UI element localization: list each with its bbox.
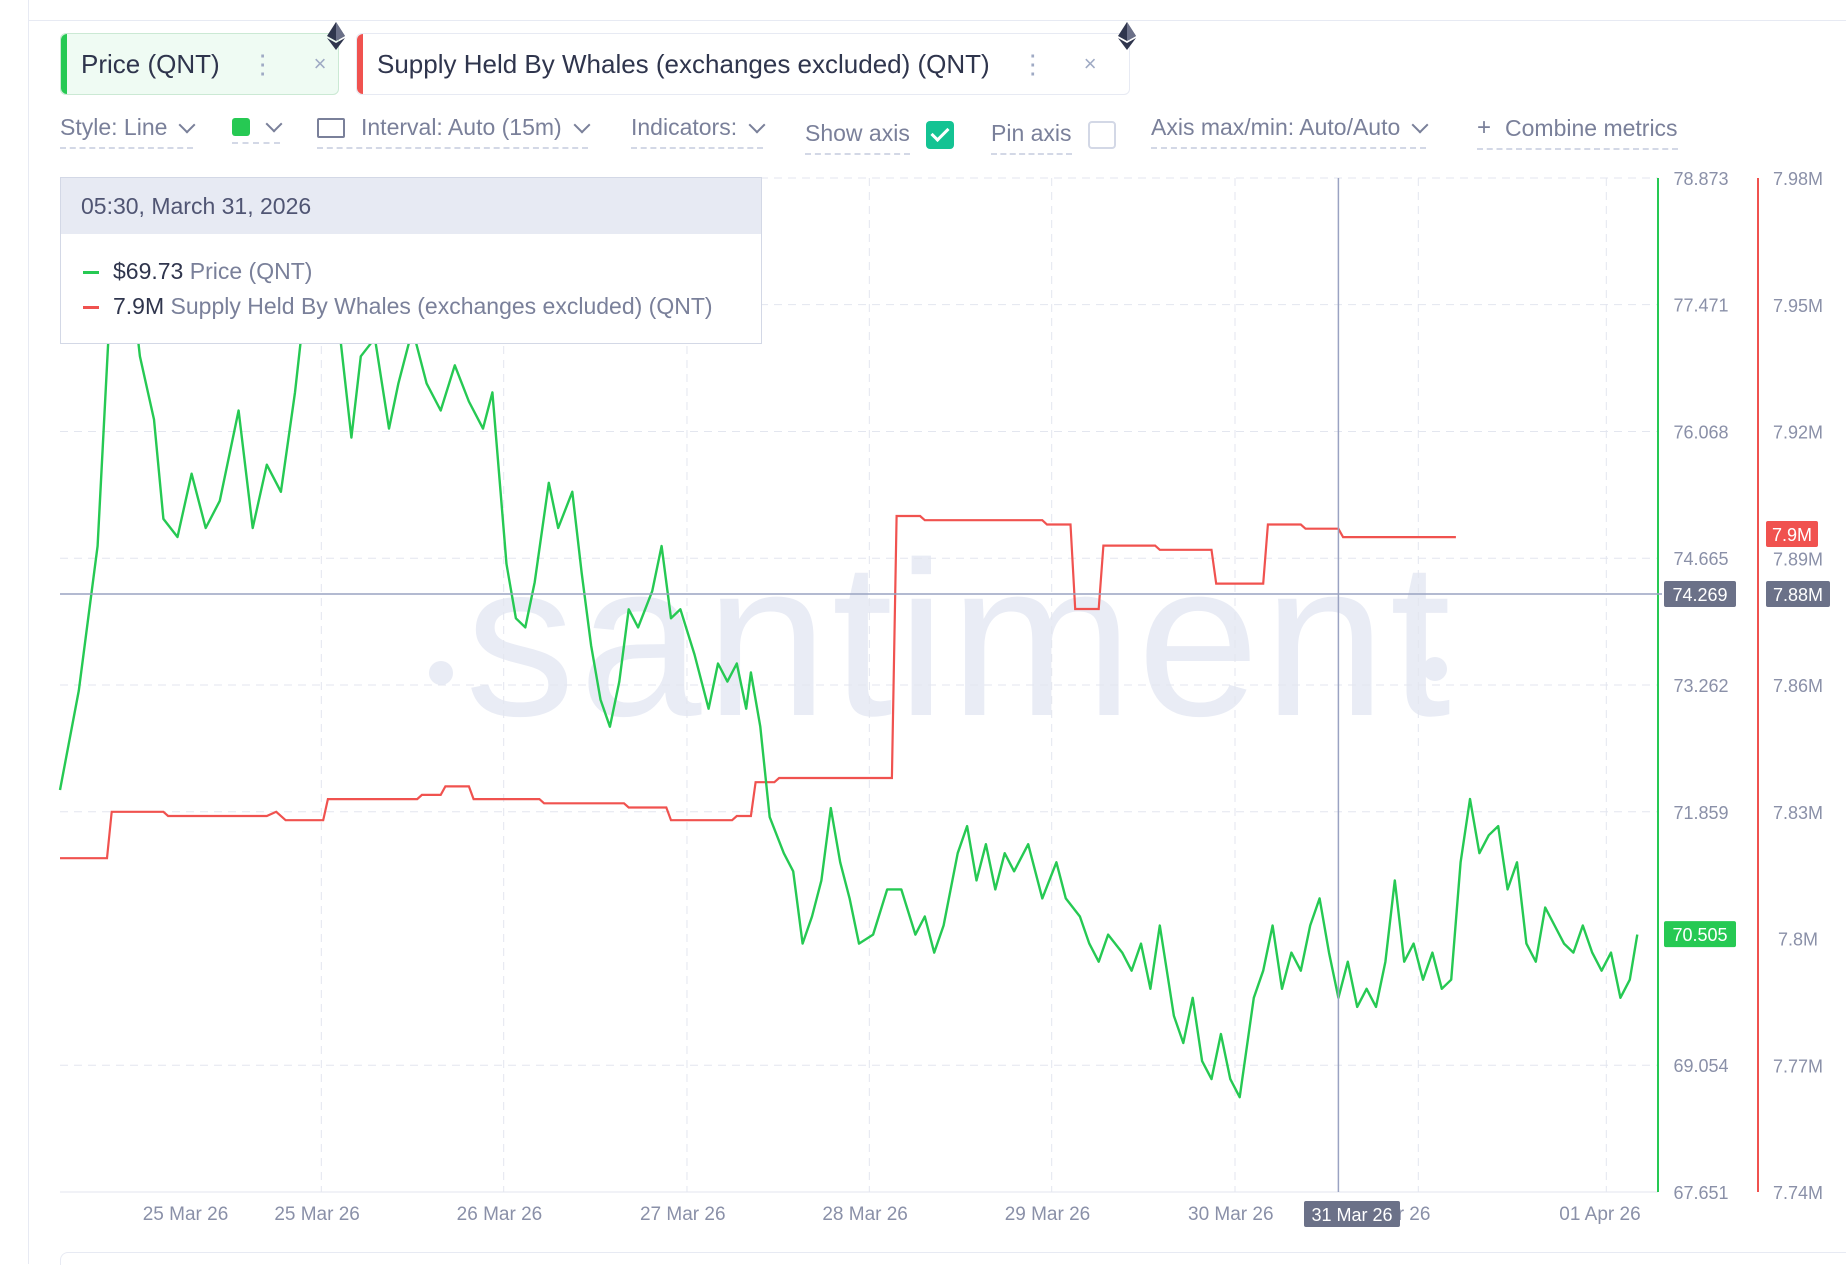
y-tick-label-whales: 7.89M: [1773, 549, 1823, 569]
ethereum-icon: [1118, 22, 1136, 50]
whales-last-value-badge-bg: [1766, 521, 1818, 547]
axis-maxmin-dropdown[interactable]: Axis max/min: Auto/Auto: [1151, 114, 1429, 149]
pin-axis-label: Pin axis: [991, 120, 1072, 155]
close-icon[interactable]: ×: [1083, 51, 1097, 76]
x-tick-label: 27 Mar 26: [640, 1204, 726, 1225]
series-line-price: [58, 210, 1639, 1099]
ruler-icon: [317, 117, 345, 138]
y-tick-label-whales: 7.8M: [1778, 930, 1818, 950]
watermark-dot: [429, 661, 453, 685]
tooltip-date: 05:30, March 31, 2026: [61, 178, 761, 234]
x-tick-label: 28 Mar 26: [822, 1204, 908, 1225]
crosshair-price-badge-bg: [1664, 581, 1736, 608]
chart-tooltip: 05:30, March 31, 2026 $69.73 Price (QNT)…: [60, 177, 762, 344]
y-tick-label-price: 73.262: [1673, 676, 1728, 696]
indicators-label: Indicators:: [631, 114, 738, 140]
whales-last-value-badge: 7.9M: [1772, 525, 1812, 545]
watermark-dot: [1423, 657, 1447, 681]
interval-dropdown[interactable]: Interval: Auto (15m): [317, 114, 591, 149]
tooltip-row-whales: 7.9M Supply Held By Whales (exchanges ex…: [83, 293, 713, 320]
y-tick-label-price: 78.873: [1673, 169, 1728, 189]
metric-color-bar: [357, 34, 363, 94]
crosshair-whales-badge-bg: [1766, 581, 1830, 608]
y-tick-label-price: 69.054: [1673, 1056, 1728, 1076]
legend-swatch: [83, 271, 99, 275]
tooltip-row-price: $69.73 Price (QNT): [83, 258, 312, 285]
price-last-value-badge: 70.505: [1672, 925, 1727, 945]
y-tick-label-price: 71.859: [1673, 803, 1728, 823]
y-tick-label-whales: 7.86M: [1773, 676, 1823, 696]
tooltip-series-name: Supply Held By Whales (exchanges exclude…: [170, 293, 713, 319]
combine-metrics-label: Combine metrics: [1505, 114, 1678, 141]
color-dropdown[interactable]: [232, 114, 283, 144]
crosshair-date-badge-bg: [1304, 1201, 1400, 1227]
close-icon[interactable]: ×: [313, 51, 327, 76]
show-axis-checkbox[interactable]: [925, 120, 954, 149]
watermark: santiment: [465, 516, 1455, 762]
x-tick-label: 30 Mar 26: [1188, 1204, 1274, 1225]
x-tick-label: 25 Mar 26: [274, 1204, 360, 1225]
price-last-value-badge-bg: [1664, 921, 1736, 948]
pin-axis-toggle[interactable]: Pin axis: [991, 114, 1116, 161]
pin-axis-checkbox[interactable]: [1087, 120, 1116, 149]
y-tick-label-whales: 7.77M: [1773, 1056, 1823, 1076]
chart-crosshair: 74.269 7.88M 31 Mar 26 70.505 7.9M: [60, 178, 1830, 1227]
left-border: [28, 0, 29, 1264]
y-tick-label-whales: 7.98M: [1773, 169, 1823, 189]
combine-metrics-button[interactable]: + Combine metrics: [1477, 114, 1678, 150]
y-tick-label-price: 77.471: [1673, 296, 1728, 316]
y-tick-label-price: 74.665: [1673, 549, 1728, 569]
series-line-whales: [60, 514, 1456, 860]
metric-label: Price (QNT): [81, 48, 220, 79]
x-tick-label: 25 Mar 26: [143, 1204, 229, 1225]
y-tick-label-whales: 7.74M: [1773, 1183, 1823, 1203]
navigator-strip[interactable]: [60, 1252, 1846, 1265]
x-tick-label: 26 Mar 26: [457, 1204, 543, 1225]
metric-color-bar: [61, 34, 67, 94]
more-vertical-icon[interactable]: ⋮: [1019, 48, 1046, 79]
axis-maxmin-label: Axis max/min: Auto/Auto: [1151, 114, 1401, 140]
y-tick-label-whales: 7.95M: [1773, 296, 1823, 316]
tooltip-value: $69.73: [113, 258, 184, 284]
y-tick-label-whales: 7.83M: [1773, 803, 1823, 823]
color-swatch: [232, 118, 250, 136]
crosshair-date-badge: 31 Mar 26: [1311, 1205, 1392, 1225]
indicators-dropdown[interactable]: Indicators:: [631, 114, 766, 149]
style-label: Style: Line: [60, 114, 168, 140]
more-vertical-icon[interactable]: ⋮: [249, 48, 276, 79]
y-tick-label-whales: 7.92M: [1773, 423, 1823, 443]
tooltip-series-name: Price (QNT): [189, 258, 313, 284]
metric-tab-price[interactable]: Price (QNT) ⋮ ×: [60, 33, 339, 95]
y-tick-label-price: 67.651: [1673, 1183, 1728, 1203]
y-tick-label-price: 76.068: [1673, 422, 1728, 442]
metric-tab-whales[interactable]: Supply Held By Whales (exchanges exclude…: [356, 33, 1130, 95]
top-border: [28, 0, 1846, 21]
style-dropdown[interactable]: Style: Line: [60, 114, 196, 149]
x-tick-label: 01 Apr 26: [1559, 1204, 1640, 1225]
chart-axes: 78.873 77.471 76.068 74.665 73.262 71.859 69.0…: [143, 169, 1823, 1225]
chart-series: [58, 210, 1639, 1099]
ethereum-icon: [327, 22, 345, 50]
legend-swatch: [83, 306, 99, 310]
show-axis-toggle[interactable]: Show axis: [805, 114, 954, 161]
crosshair-whales-badge: 7.88M: [1773, 585, 1823, 605]
crosshair-price-badge: 74.269: [1672, 585, 1727, 605]
metric-label: Supply Held By Whales (exchanges exclude…: [377, 48, 990, 79]
show-axis-label: Show axis: [805, 120, 910, 155]
plus-icon: +: [1477, 114, 1492, 141]
tooltip-value: 7.9M: [113, 293, 165, 319]
interval-label: Interval: Auto (15m): [361, 114, 562, 140]
x-tick-label: 29 Mar 26: [1005, 1204, 1091, 1225]
